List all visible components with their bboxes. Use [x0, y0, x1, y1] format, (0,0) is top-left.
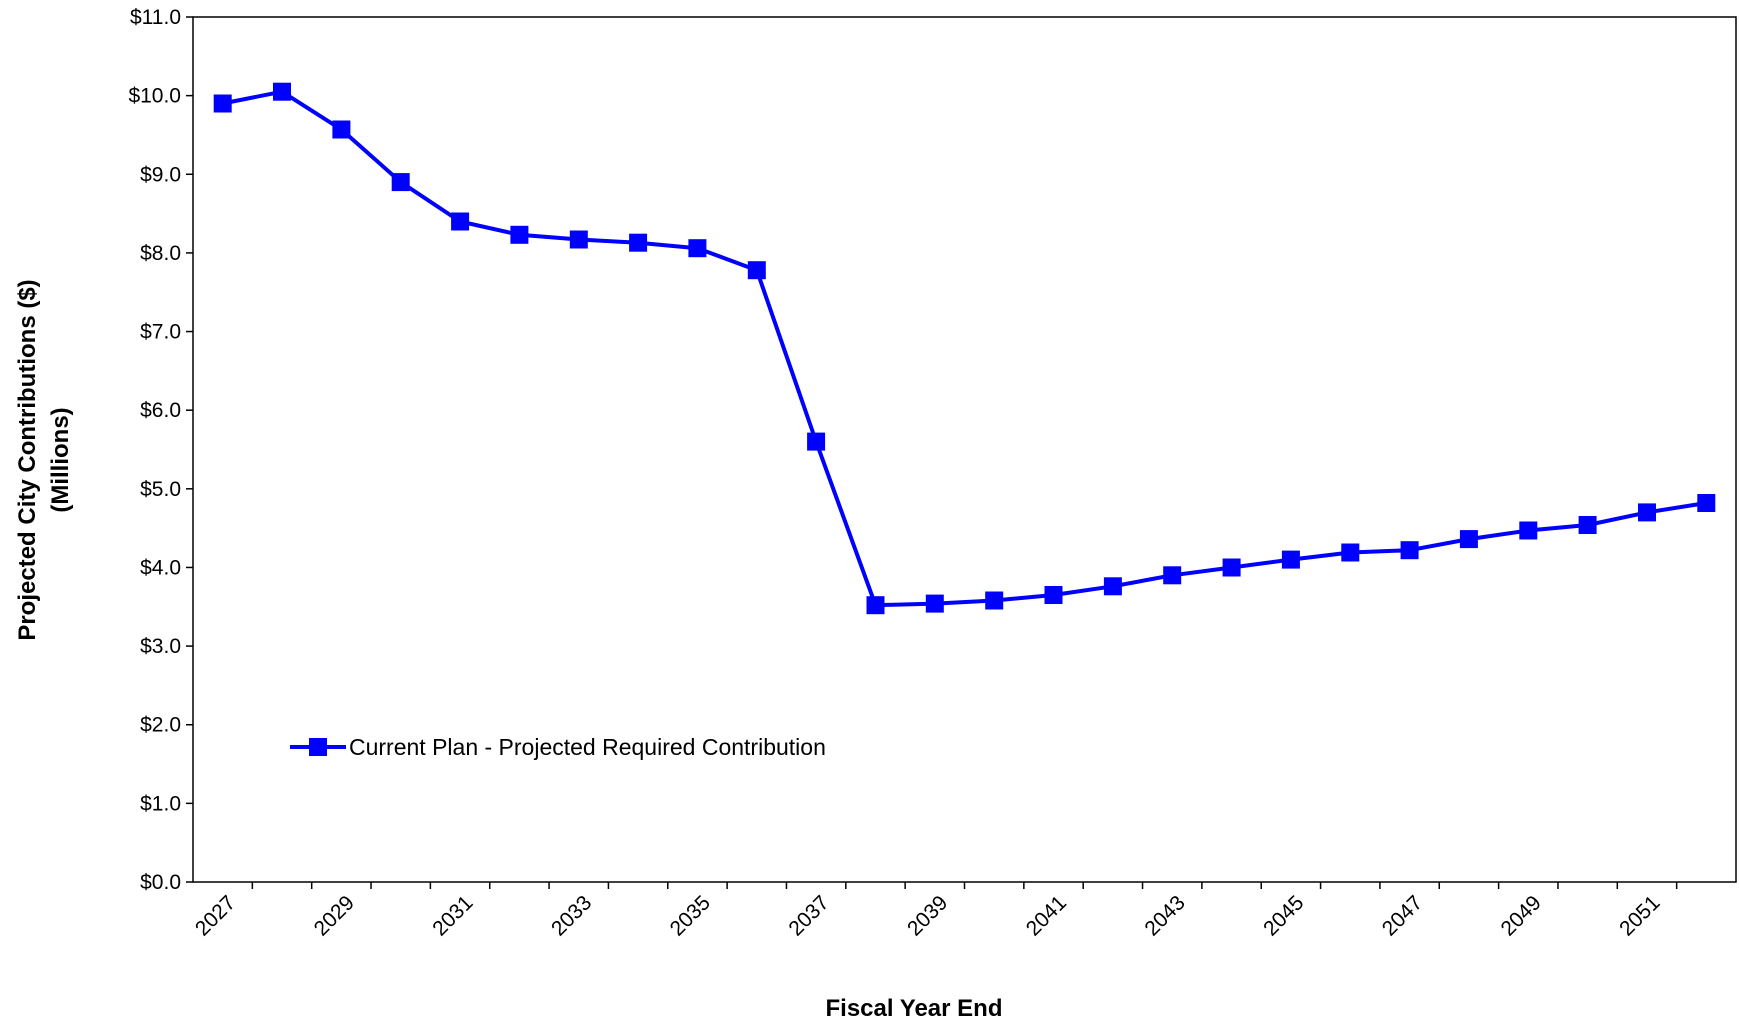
- x-tick-label: 2041: [1022, 891, 1071, 940]
- data-point-marker: [1103, 577, 1122, 596]
- y-tick-label: $6.0: [140, 399, 181, 422]
- x-tick-label: 2049: [1497, 891, 1546, 940]
- data-point-marker: [1697, 494, 1716, 512]
- data-point-marker: [807, 432, 826, 451]
- y-axis: $0.0 $1.0 $2.0 $3.0 $4.0 $5.0 $6.0 $7.0 $8.0 $9.0…: [128, 6, 193, 894]
- data-point-marker: [332, 120, 351, 139]
- data-point-marker: [510, 225, 529, 244]
- data-point-marker: [1400, 541, 1419, 560]
- data-point-marker: [866, 596, 885, 615]
- y-tick-label: $4.0: [140, 556, 181, 579]
- data-point-marker: [1281, 550, 1300, 569]
- y-tick-label: $3.0: [140, 635, 181, 658]
- y-tick-label: $10.0: [128, 85, 181, 108]
- plot-area: [192, 16, 1737, 883]
- legend: Current Plan - Projected Required Contri…: [290, 734, 826, 760]
- series-line: [222, 89, 1707, 608]
- data-point-marker: [1163, 566, 1182, 585]
- x-tick-label: 2037: [784, 891, 833, 940]
- data-point-marker: [925, 594, 944, 613]
- y-tick-label: $11.0: [130, 6, 181, 29]
- y-tick-label: $7.0: [140, 321, 181, 344]
- x-tick-label: 2035: [666, 891, 715, 940]
- data-point-marker: [569, 230, 588, 249]
- data-point-marker: [1519, 521, 1538, 540]
- x-tick-label: 2051: [1615, 891, 1664, 940]
- legend-label: Current Plan - Projected Required Contri…: [349, 734, 826, 760]
- y-tick-label: $9.0: [140, 163, 181, 186]
- x-axis: 2027 2029 2031 2033 2035 2037 2039 2041 2043 2045…: [191, 882, 1678, 941]
- y-tick-label: $1.0: [140, 792, 181, 815]
- x-tick-label: 2047: [1378, 891, 1427, 940]
- data-point-marker: [451, 212, 470, 231]
- x-tick-label: 2029: [310, 891, 359, 940]
- y-tick-label: $2.0: [140, 714, 181, 737]
- y-axis-title-units: (Millions): [47, 407, 74, 512]
- data-point-marker: [747, 261, 766, 280]
- x-tick-label: 2043: [1140, 891, 1189, 940]
- y-tick-label: $0.0: [140, 871, 181, 894]
- data-point-marker: [985, 591, 1004, 610]
- data-point-marker: [1222, 558, 1241, 577]
- legend-marker-square: [309, 738, 327, 756]
- data-point-marker: [1459, 530, 1478, 549]
- data-point-marker: [629, 233, 648, 252]
- data-point-marker: [1578, 516, 1597, 534]
- data-point-marker: [688, 239, 707, 258]
- series-layer: [213, 82, 1716, 615]
- data-point-marker: [213, 94, 232, 113]
- x-tick-label: 2027: [191, 891, 240, 940]
- x-tick-label: 2045: [1259, 891, 1308, 940]
- data-point-marker: [273, 82, 291, 101]
- x-tick-label: 2033: [547, 891, 596, 940]
- data-point-marker: [1638, 503, 1656, 522]
- x-axis-title: Fiscal Year End: [826, 995, 1003, 1022]
- data-point-marker: [1044, 586, 1063, 604]
- x-tick-label: 2039: [903, 891, 952, 940]
- y-axis-title: Projected City Contributions ($): [14, 279, 41, 640]
- y-tick-label: $5.0: [140, 478, 181, 501]
- data-point-marker: [1341, 543, 1360, 562]
- x-tick-label: 2031: [428, 891, 477, 940]
- data-point-marker: [391, 173, 410, 192]
- y-tick-label: $8.0: [140, 242, 181, 265]
